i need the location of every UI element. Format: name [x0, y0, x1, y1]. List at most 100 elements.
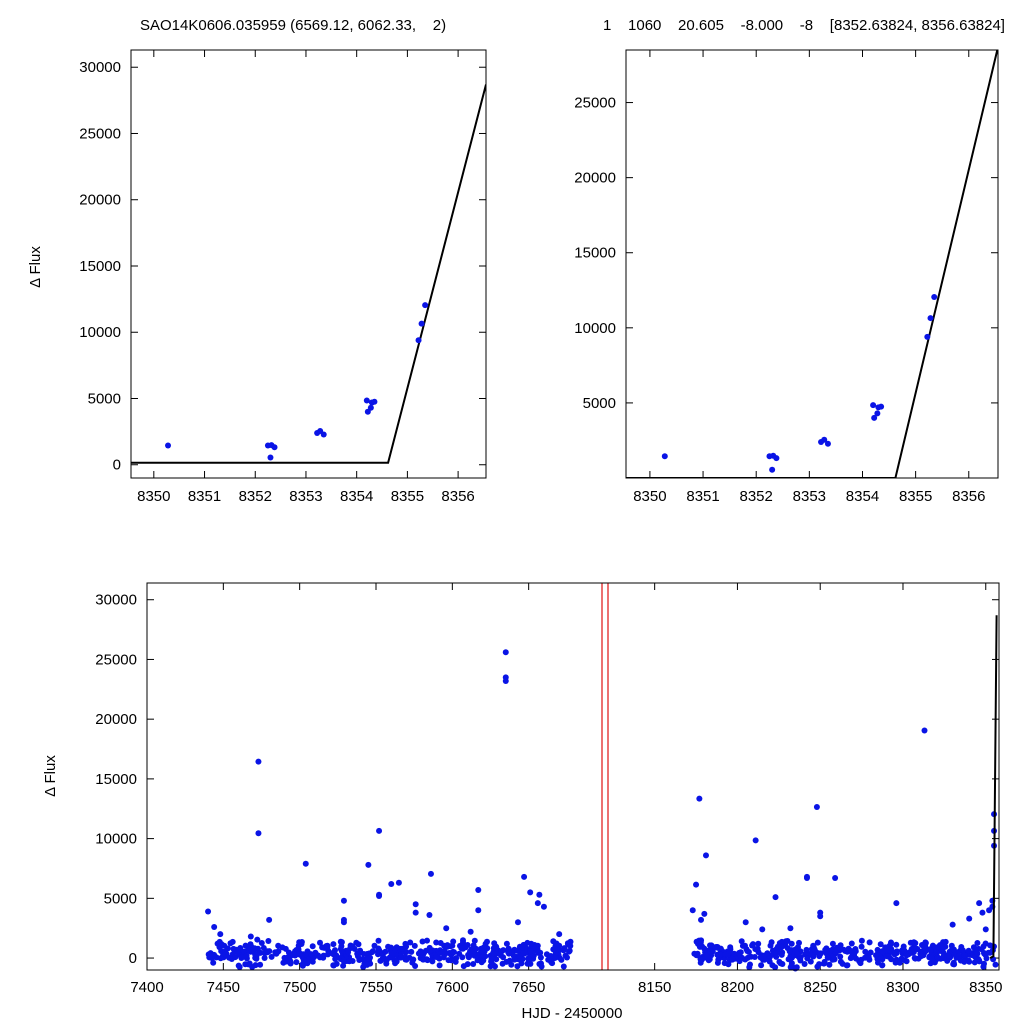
data-point — [817, 913, 824, 920]
data-point — [804, 955, 811, 962]
data-point — [955, 953, 962, 960]
data-point — [412, 901, 419, 908]
data-point — [940, 954, 947, 961]
data-point — [980, 963, 987, 970]
data-point — [874, 410, 881, 417]
data-point — [268, 953, 275, 960]
data-point — [511, 956, 518, 963]
data-point — [764, 950, 771, 957]
data-point — [317, 939, 323, 946]
x-tick-label: 8354 — [340, 488, 373, 505]
data-point — [808, 951, 815, 958]
data-point — [893, 900, 900, 907]
data-point — [441, 948, 448, 955]
data-point — [488, 958, 495, 965]
data-point — [309, 958, 316, 965]
data-point — [873, 952, 879, 959]
data-point — [261, 955, 268, 961]
data-point — [702, 852, 709, 859]
data-point — [272, 949, 279, 956]
data-point — [772, 964, 779, 971]
data-point — [714, 959, 721, 966]
data-point — [707, 948, 714, 955]
data-point — [340, 962, 347, 969]
data-point — [550, 938, 557, 945]
data-point — [693, 881, 700, 888]
y-tick-label: 10000 — [574, 320, 616, 337]
panel-top-right: 1 1060 20.605 -8.000 -8 [8352.63824, 835… — [574, 17, 1005, 505]
data-point — [772, 894, 779, 901]
y-tick-label: 20000 — [574, 170, 616, 187]
data-point — [471, 937, 478, 944]
x-tick-label: 8351 — [686, 488, 719, 505]
data-point — [419, 938, 426, 945]
data-point — [370, 948, 376, 955]
data-point — [759, 926, 766, 933]
data-point — [965, 947, 972, 954]
data-point — [736, 958, 743, 965]
data-point — [330, 962, 337, 969]
data-point — [444, 943, 451, 950]
data-point — [376, 827, 383, 834]
data-point — [751, 954, 758, 960]
data-point — [738, 938, 745, 945]
data-point — [395, 879, 402, 886]
data-point — [921, 727, 928, 734]
data-point — [530, 952, 537, 959]
data-point — [302, 860, 309, 867]
panel-bottom-frame — [146, 582, 1000, 971]
data-point — [460, 963, 467, 970]
data-point — [371, 942, 378, 949]
data-point — [927, 947, 934, 954]
data-point — [725, 961, 732, 968]
data-point — [234, 949, 241, 955]
data-point — [769, 466, 776, 473]
data-point — [898, 955, 905, 962]
data-point — [505, 945, 512, 952]
data-point — [784, 945, 791, 952]
x-tick-label: 8354 — [846, 488, 879, 505]
data-point — [811, 946, 818, 953]
data-point — [484, 938, 490, 945]
data-point — [971, 959, 978, 966]
panel-bottom-marks — [205, 583, 999, 972]
data-point — [422, 302, 429, 309]
data-point — [514, 919, 521, 926]
panel-top-left-ticks: 8350 8351 8352 8353 8354 8355 8356 0 5000 10000 15… — [79, 50, 486, 505]
data-point — [475, 886, 482, 893]
data-point — [355, 950, 362, 957]
data-point — [241, 948, 247, 955]
data-point — [428, 957, 435, 964]
data-point — [879, 962, 886, 969]
data-point — [436, 962, 443, 969]
data-point — [857, 960, 864, 967]
data-point — [788, 940, 795, 947]
data-point — [976, 900, 983, 907]
model-line — [131, 84, 486, 464]
data-point — [364, 961, 371, 968]
data-point — [979, 909, 986, 916]
data-point — [817, 950, 824, 957]
data-point — [449, 948, 456, 955]
data-point — [877, 954, 884, 961]
data-point — [950, 946, 957, 953]
data-point — [822, 948, 829, 955]
data-point — [814, 939, 821, 946]
data-point — [340, 897, 347, 904]
data-point — [409, 959, 416, 966]
data-point — [982, 926, 989, 933]
x-tick-label: 8350 — [969, 979, 1002, 996]
data-point — [778, 951, 785, 958]
data-point — [773, 950, 779, 957]
data-point — [332, 956, 339, 962]
data-point — [837, 958, 844, 965]
data-point — [560, 947, 567, 954]
model-line — [989, 615, 998, 959]
x-tick-label: 8350 — [633, 488, 666, 505]
y-tick-label: 5000 — [88, 390, 121, 407]
data-point — [942, 938, 949, 945]
data-point — [736, 949, 743, 956]
data-point — [727, 944, 734, 951]
data-point — [540, 903, 547, 910]
